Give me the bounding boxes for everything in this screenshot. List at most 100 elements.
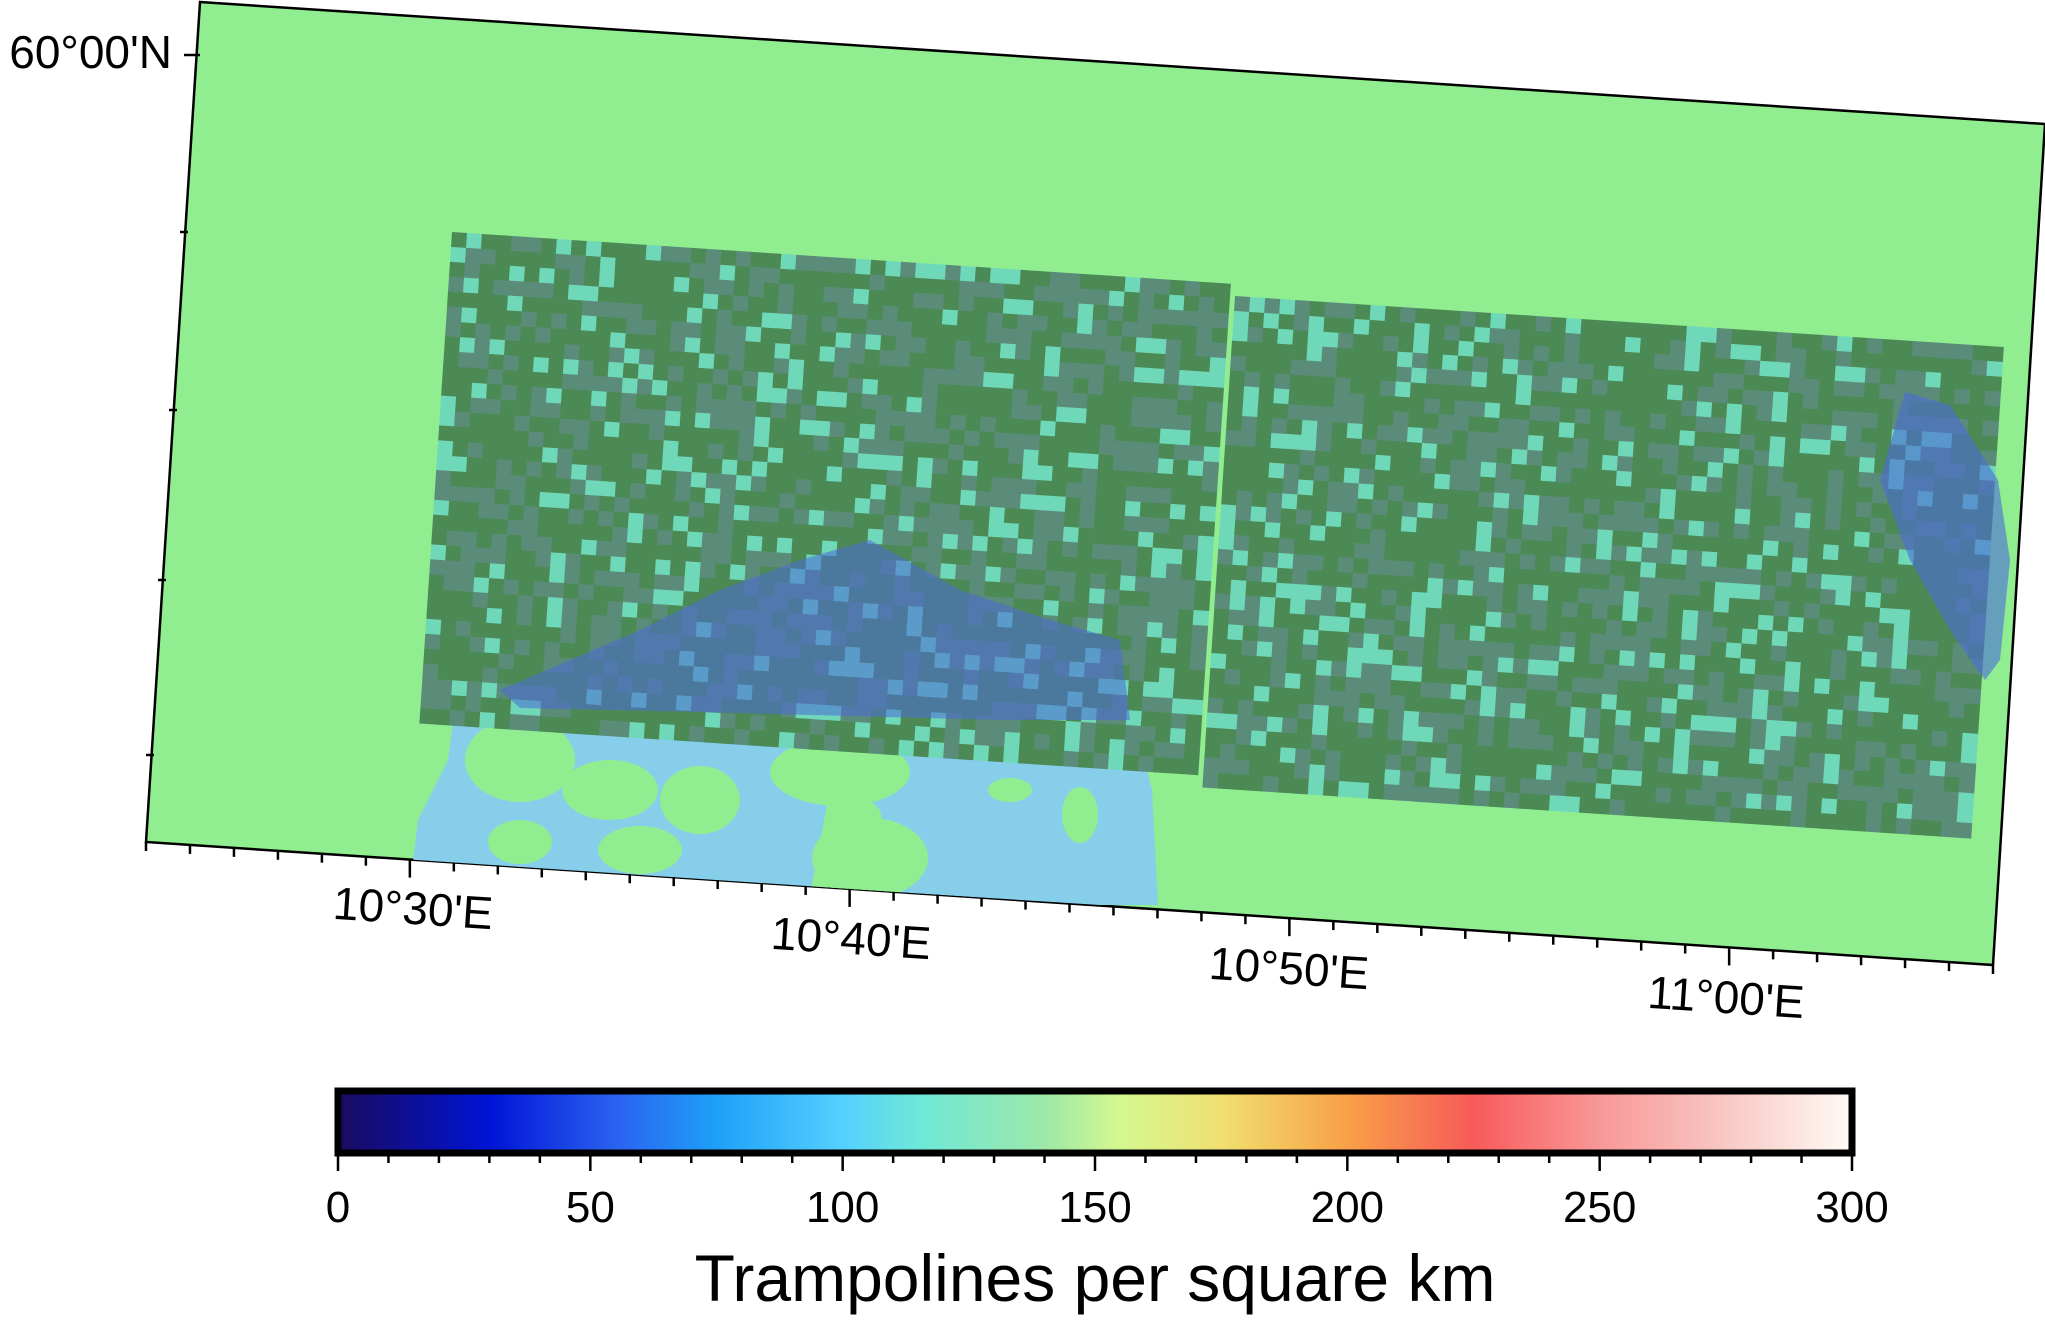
raster-cell bbox=[1301, 420, 1319, 437]
raster-cell bbox=[1742, 389, 1759, 407]
raster-cell bbox=[457, 366, 474, 384]
raster-cell bbox=[809, 494, 826, 512]
island bbox=[988, 778, 1032, 802]
raster-cell bbox=[1763, 525, 1781, 542]
raster-cell bbox=[1962, 717, 1980, 735]
raster-cell bbox=[1345, 437, 1363, 455]
raster-cell bbox=[555, 463, 573, 480]
raster-cell bbox=[990, 477, 1008, 494]
raster-cell bbox=[1691, 699, 1709, 717]
raster-cell bbox=[1810, 722, 1828, 740]
raster-cell bbox=[1078, 512, 1096, 530]
raster-cell bbox=[777, 298, 794, 316]
raster-cell bbox=[1421, 667, 1438, 684]
raster-cell bbox=[1488, 342, 1505, 360]
raster-cell bbox=[1559, 631, 1577, 648]
raster-cell bbox=[1849, 366, 1867, 384]
raster-cell bbox=[1683, 594, 1700, 612]
raster-cell bbox=[1391, 665, 1408, 682]
raster-cell bbox=[1623, 351, 1641, 369]
raster-cell bbox=[1783, 452, 1801, 469]
raster-cell bbox=[1385, 515, 1403, 532]
raster-cell bbox=[1295, 733, 1313, 750]
raster-cell bbox=[1395, 366, 1413, 384]
raster-cell bbox=[1334, 377, 1352, 394]
raster-cell bbox=[1423, 398, 1441, 415]
raster-cell bbox=[1114, 425, 1132, 443]
raster-cell bbox=[1626, 531, 1644, 548]
raster-cell bbox=[1009, 418, 1027, 436]
raster-cell bbox=[1068, 437, 1086, 454]
raster-cell bbox=[1185, 490, 1203, 507]
raster-cell bbox=[768, 432, 785, 449]
raster-cell bbox=[1287, 628, 1305, 645]
raster-cell bbox=[1204, 431, 1221, 449]
raster-cell bbox=[1710, 417, 1727, 434]
raster-cell bbox=[1371, 738, 1388, 755]
raster-cell bbox=[490, 548, 507, 565]
raster-cell bbox=[1387, 724, 1404, 742]
raster-cell bbox=[1130, 411, 1148, 429]
raster-cell bbox=[1519, 554, 1537, 571]
raster-cell bbox=[529, 401, 547, 419]
raster-cell bbox=[1189, 654, 1207, 672]
raster-cell bbox=[1880, 817, 1897, 834]
raster-cell bbox=[1442, 578, 1459, 596]
raster-cell bbox=[521, 296, 539, 314]
raster-cell bbox=[1185, 714, 1203, 731]
raster-cell bbox=[1776, 780, 1794, 797]
raster-cell bbox=[1705, 715, 1723, 733]
raster-cell bbox=[1118, 590, 1136, 607]
raster-cell bbox=[585, 465, 603, 482]
raster-cell bbox=[1471, 595, 1488, 613]
raster-cell bbox=[1057, 376, 1075, 394]
raster-cell bbox=[1131, 620, 1149, 638]
raster-cell bbox=[1248, 311, 1265, 329]
raster-cell bbox=[1194, 580, 1212, 597]
raster-cell bbox=[1168, 518, 1186, 536]
raster-cell bbox=[1926, 342, 1944, 359]
raster-cell bbox=[733, 504, 751, 522]
raster-cell bbox=[1461, 744, 1479, 761]
raster-cell bbox=[1388, 470, 1406, 488]
raster-cell bbox=[1411, 352, 1429, 370]
raster-cell bbox=[542, 432, 560, 449]
raster-cell bbox=[821, 316, 838, 333]
raster-cell bbox=[779, 492, 796, 510]
raster-cell bbox=[1918, 700, 1935, 717]
raster-cell bbox=[623, 572, 641, 589]
raster-cell bbox=[1446, 519, 1463, 536]
raster-cell bbox=[1636, 621, 1653, 639]
raster-cell bbox=[1665, 399, 1683, 416]
raster-cell bbox=[914, 262, 932, 280]
raster-cell bbox=[1569, 706, 1587, 724]
raster-cell bbox=[1019, 493, 1037, 511]
raster-cell bbox=[1019, 269, 1037, 287]
raster-cell bbox=[812, 450, 829, 467]
raster-cell bbox=[1845, 426, 1863, 443]
raster-cell bbox=[1853, 770, 1870, 787]
raster-cell bbox=[1428, 323, 1446, 341]
raster-cell bbox=[1259, 372, 1276, 389]
raster-cell bbox=[797, 449, 814, 466]
raster-cell bbox=[1582, 513, 1600, 530]
raster-cell bbox=[1761, 331, 1778, 348]
raster-cell bbox=[1547, 585, 1565, 603]
raster-cell bbox=[835, 332, 852, 349]
raster-cell bbox=[597, 510, 615, 528]
raster-cell bbox=[509, 250, 527, 268]
raster-cell bbox=[1644, 726, 1661, 744]
raster-cell bbox=[594, 555, 612, 572]
raster-cell bbox=[1562, 362, 1580, 380]
raster-cell bbox=[715, 548, 733, 565]
raster-cell bbox=[446, 530, 463, 548]
raster-cell bbox=[550, 313, 568, 330]
raster-cell bbox=[1017, 523, 1035, 541]
raster-cell bbox=[1785, 646, 1803, 663]
raster-cell bbox=[875, 409, 892, 427]
raster-cell bbox=[823, 734, 841, 752]
raster-cell bbox=[547, 582, 565, 599]
raster-cell bbox=[1183, 519, 1201, 537]
raster-cell bbox=[1389, 455, 1407, 473]
raster-cell bbox=[1342, 482, 1360, 500]
